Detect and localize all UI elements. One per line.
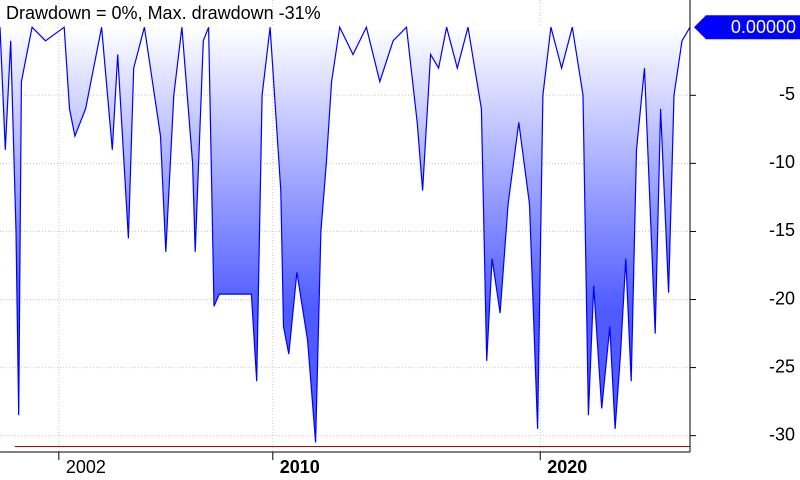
x-tick-label: 2010 — [280, 457, 320, 477]
drawdown-area — [0, 27, 690, 443]
drawdown-line — [0, 25, 691, 443]
y-tick-label: -10 — [769, 152, 795, 172]
chart-title: Drawdown = 0%, Max. drawdown -31% — [6, 3, 321, 23]
y-tick-label: -30 — [769, 424, 795, 444]
y-tick-label: -20 — [769, 288, 795, 308]
y-tick-label: -15 — [769, 220, 795, 240]
last-value-label: 0.00000 — [731, 17, 796, 37]
y-tick-label: -5 — [779, 84, 795, 104]
x-tick-label: 2020 — [547, 457, 587, 477]
y-tick-label: -25 — [769, 356, 795, 376]
last-value-tag — [694, 15, 800, 40]
x-tick-label: 2002 — [66, 457, 106, 477]
